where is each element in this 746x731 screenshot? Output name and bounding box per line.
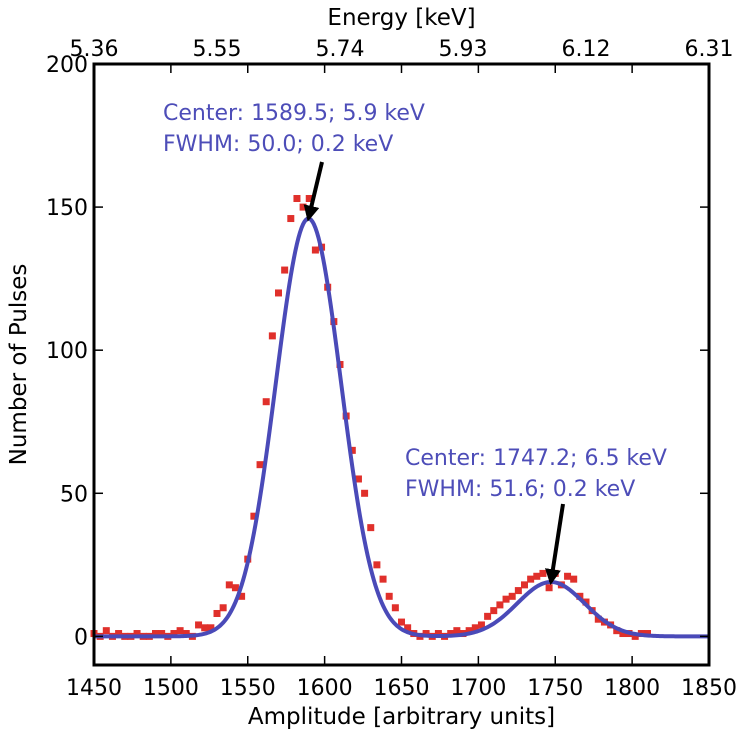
annotation-fwhm-label: FWHM: 51.6; 0.2 keV [405,477,635,502]
data-point [631,632,639,640]
y-tick-label: 150 [46,196,88,221]
data-point [477,621,485,629]
data-point [508,592,516,600]
data-point [613,627,621,635]
data-point [281,266,289,274]
data-point [367,524,375,532]
data-point [484,612,492,620]
top-tick-label: 5.74 [316,37,365,62]
data-point [133,630,141,638]
ticks: 1450 1500 1550 1600 1650 1700 1750 1800 1850 0 50 1… [46,37,737,701]
data-point [434,630,442,638]
fit-curve [94,216,709,639]
x-axis-label: Amplitude [arbitrary units] [248,704,555,730]
data-point [256,461,264,469]
data-point [250,512,258,520]
data-point [158,630,166,638]
data-point [398,618,405,626]
annotation-arrow [303,161,324,222]
data-point [293,195,301,203]
data-point [225,581,233,589]
x-tick-label: 1850 [681,676,737,701]
data-point [262,398,270,406]
top-tick-label: 6.31 [685,37,734,62]
data-point [453,627,461,635]
data-point [176,627,184,635]
data-point [348,446,356,454]
x-tick-label: 1450 [66,676,122,701]
annotation-fwhm-label: FWHM: 50.0; 0.2 keV [163,132,393,157]
data-point [539,569,547,577]
data-point [465,627,473,635]
x-tick-label: 1550 [220,676,276,701]
data-point [213,609,221,617]
data-point [299,203,307,211]
top-tick-label: 5.55 [193,37,242,62]
annotation-center-label: Center: 1747.2; 6.5 keV [405,446,667,471]
data-point [231,584,239,592]
fit-curve-group [94,216,709,639]
y-axis-label: Number of Pulses [6,264,32,466]
data-point [361,489,369,497]
data-point [268,332,276,340]
data-point [201,624,209,632]
data-point [287,215,295,223]
annotation-center-label: Center: 1589.5; 5.9 keV [163,101,425,126]
data-point [311,246,319,254]
data-point [275,289,282,297]
data-point [490,607,498,615]
data-point [195,621,203,629]
data-point [521,581,528,589]
data-point [570,575,578,583]
data-point [527,575,535,583]
data-point [182,630,190,638]
data-point [447,630,455,638]
y-tick-label: 100 [46,339,88,364]
data-point [373,561,381,569]
data-point [514,587,522,595]
top-tick-label: 5.36 [70,37,119,62]
data-point [619,630,627,638]
x-tick-label: 1650 [374,676,430,701]
annotations: Center: 1589.5; 5.9 keV FWHM: 50.0; 0.2 k… [163,101,667,586]
data-point [471,624,479,632]
data-point [102,627,110,635]
data-point [564,572,572,580]
x-tick-label: 1800 [604,676,660,701]
data-point [354,475,362,483]
data-point [379,575,387,583]
data-point [219,604,227,612]
data-point [594,615,602,623]
y-tick-label: 200 [46,53,88,78]
y-tick-label: 0 [74,625,88,650]
data-point [496,601,504,609]
x-tick-label: 1600 [297,676,353,701]
data-point [502,595,510,603]
top-axis-label: Energy [keV] [327,5,475,31]
data-point [305,195,313,203]
x-tick-label: 1500 [143,676,199,701]
data-point [545,584,553,592]
data-point [404,624,412,632]
data-point [391,604,399,612]
data-point [385,592,393,600]
data-point [170,630,178,638]
data-point [422,630,430,638]
data-point [533,572,541,580]
top-tick-label: 5.93 [439,37,488,62]
x-tick-label: 1750 [527,676,583,701]
data-point [238,592,246,600]
data-point [152,630,159,638]
y-tick-label: 50 [60,482,88,507]
x-tick-label: 1700 [450,676,506,701]
data-point [115,630,123,638]
data-point [207,624,215,632]
annotation-arrow [544,503,565,586]
top-tick-label: 6.12 [562,37,611,62]
